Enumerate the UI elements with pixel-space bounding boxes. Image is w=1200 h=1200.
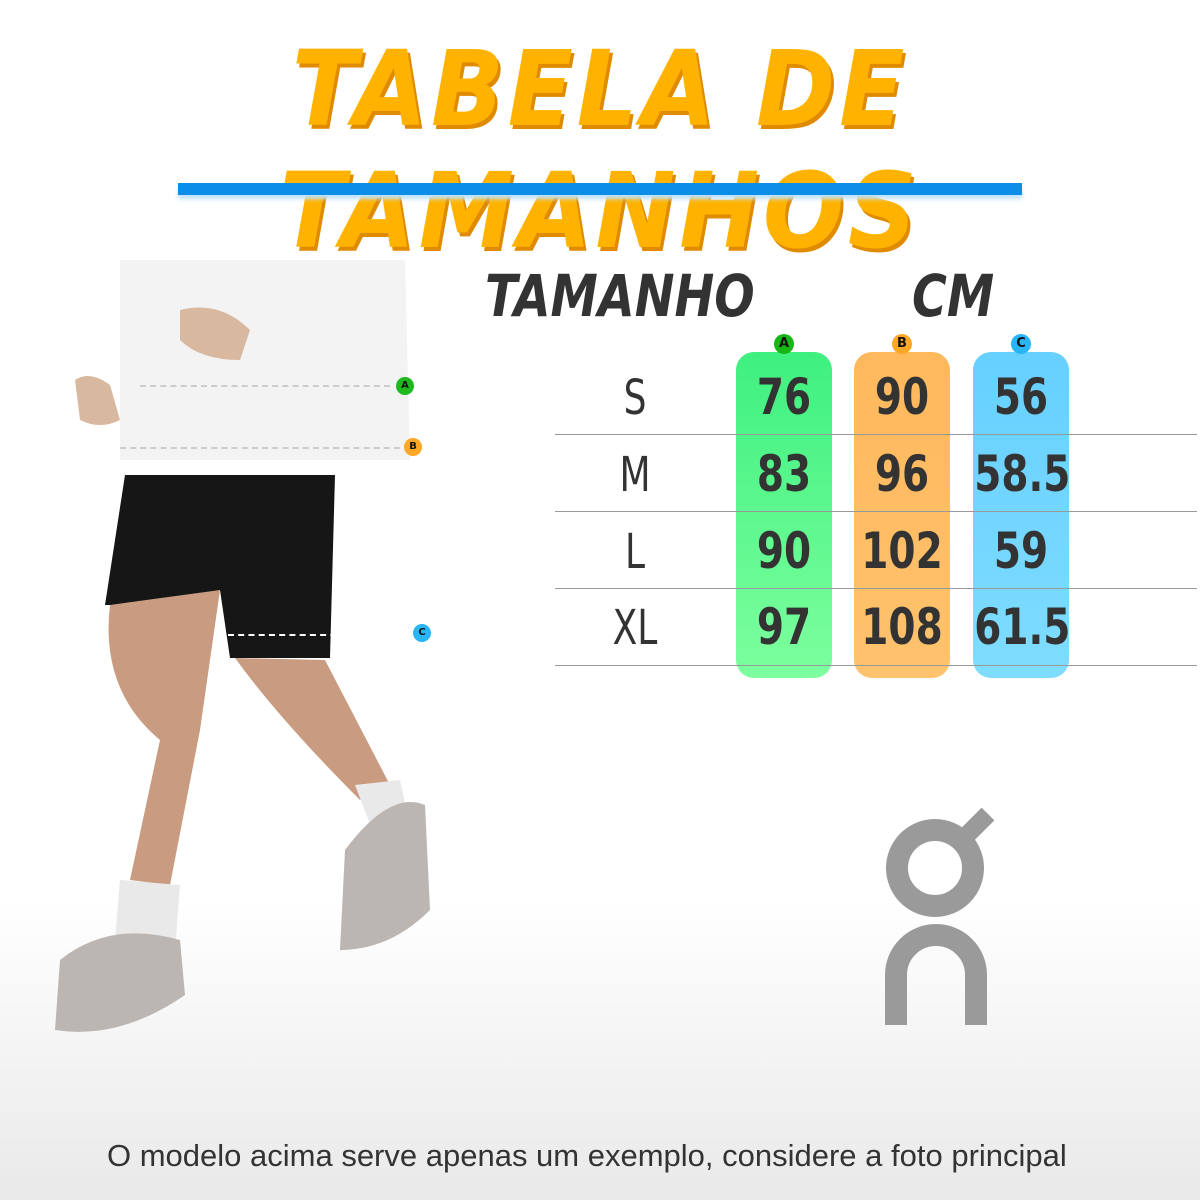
value-a: 90 bbox=[756, 522, 812, 580]
unit-header: CM bbox=[912, 262, 995, 330]
page-title: TABELA DE TAMANHOS bbox=[279, 28, 921, 272]
size-label: S bbox=[623, 370, 647, 426]
row-divider bbox=[555, 511, 1197, 512]
on-brand-logo bbox=[885, 807, 995, 1025]
title-underline bbox=[178, 183, 1022, 195]
value-b: 90 bbox=[874, 368, 930, 426]
size-label: M bbox=[619, 447, 651, 503]
value-a: 76 bbox=[756, 368, 812, 426]
badge-b: B bbox=[892, 334, 912, 354]
value-b: 108 bbox=[861, 598, 943, 656]
size-label: XL bbox=[612, 600, 658, 656]
badge-a: A bbox=[774, 334, 794, 354]
marker-c: C bbox=[413, 624, 431, 642]
value-c: 61.5 bbox=[974, 598, 1071, 656]
value-c: 56 bbox=[993, 368, 1049, 426]
value-b: 102 bbox=[861, 522, 943, 580]
disclaimer-text: O modelo acima serve apenas um exemplo, … bbox=[107, 1138, 1067, 1173]
row-divider bbox=[555, 665, 1197, 666]
size-label: L bbox=[624, 524, 646, 580]
value-a: 97 bbox=[756, 598, 812, 656]
marker-b: B bbox=[404, 438, 422, 456]
value-b: 96 bbox=[874, 445, 930, 503]
row-divider bbox=[555, 434, 1197, 435]
badge-c: C bbox=[1011, 334, 1031, 354]
value-c: 59 bbox=[993, 522, 1049, 580]
size-header: TAMANHO bbox=[485, 262, 755, 330]
value-a: 83 bbox=[756, 445, 812, 503]
row-divider bbox=[555, 588, 1197, 589]
value-c: 58.5 bbox=[974, 445, 1071, 503]
column-a bbox=[736, 352, 832, 678]
marker-a: A bbox=[396, 377, 414, 395]
column-b bbox=[854, 352, 950, 678]
model-photo bbox=[55, 260, 430, 1032]
column-c bbox=[973, 352, 1069, 678]
